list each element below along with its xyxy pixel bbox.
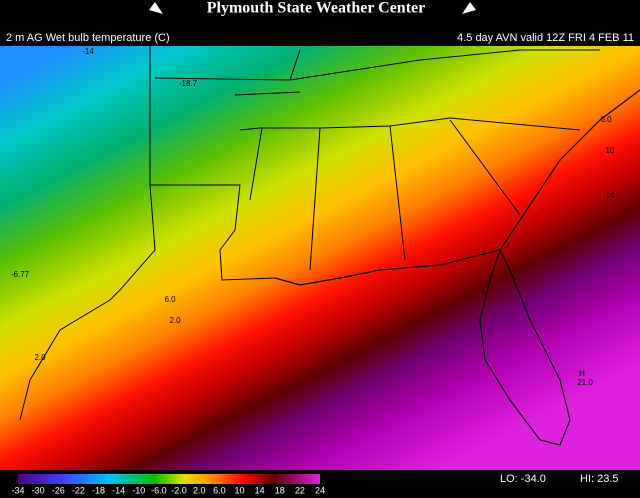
colorbar [18, 474, 320, 484]
map-labels: -14 -18.7 -6.77 2.0 6.0 2.0 6.0 10 14 H21.0 [11, 47, 615, 387]
map-label: 21.0 [577, 378, 593, 387]
colorbar-label: 2.0 [193, 485, 206, 495]
map-label: -18.7 [179, 79, 198, 88]
valid-label: 4.5 day AVN valid 12Z FRI 4 FEB 11 [457, 32, 634, 44]
map-label: H [579, 369, 585, 378]
colorbar-label: -26 [52, 485, 65, 495]
high-value: HI: 23.5 [580, 473, 619, 485]
map-label: 6.0 [164, 295, 176, 304]
colorbar-label: -6.0 [151, 485, 167, 495]
colorbar-label: 24 [315, 485, 325, 495]
map-label: 14 [606, 191, 615, 200]
map-label: -14 [82, 47, 94, 56]
map-label: 6.0 [600, 115, 612, 124]
low-value: LO: -34.0 [500, 473, 546, 485]
field-label: 2 m AG Wet bulb temperature (C) [6, 32, 170, 44]
map-label: 10 [606, 146, 615, 155]
map-label: -6.77 [11, 270, 30, 279]
boundaries [19, 46, 640, 446]
colorbar-label: -14 [112, 485, 125, 495]
colorbar-label: 22 [295, 485, 305, 495]
colorbar-labels: -34 -30 -26 -22 -18 -14 -10 -6.0 -2.0 2.0 6.0 10 14 1… [11, 485, 325, 495]
colorbar-label: -30 [32, 485, 45, 495]
colorbar-label: 6.0 [213, 485, 226, 495]
colorbar-label: -22 [72, 485, 85, 495]
colorbar-label: -10 [132, 485, 145, 495]
map-label: 2.0 [169, 316, 181, 325]
colorbar-label: -34 [11, 485, 24, 495]
colorbar-label: -2.0 [171, 485, 187, 495]
colorbar-label: 14 [255, 485, 265, 495]
title: Plymouth State Weather Center [207, 0, 425, 17]
temperature-field [0, 46, 640, 470]
colorbar-label: 10 [234, 485, 244, 495]
map-label: 2.0 [34, 353, 46, 362]
colorbar-label: -18 [92, 485, 105, 495]
colorbar-label: 18 [275, 485, 285, 495]
